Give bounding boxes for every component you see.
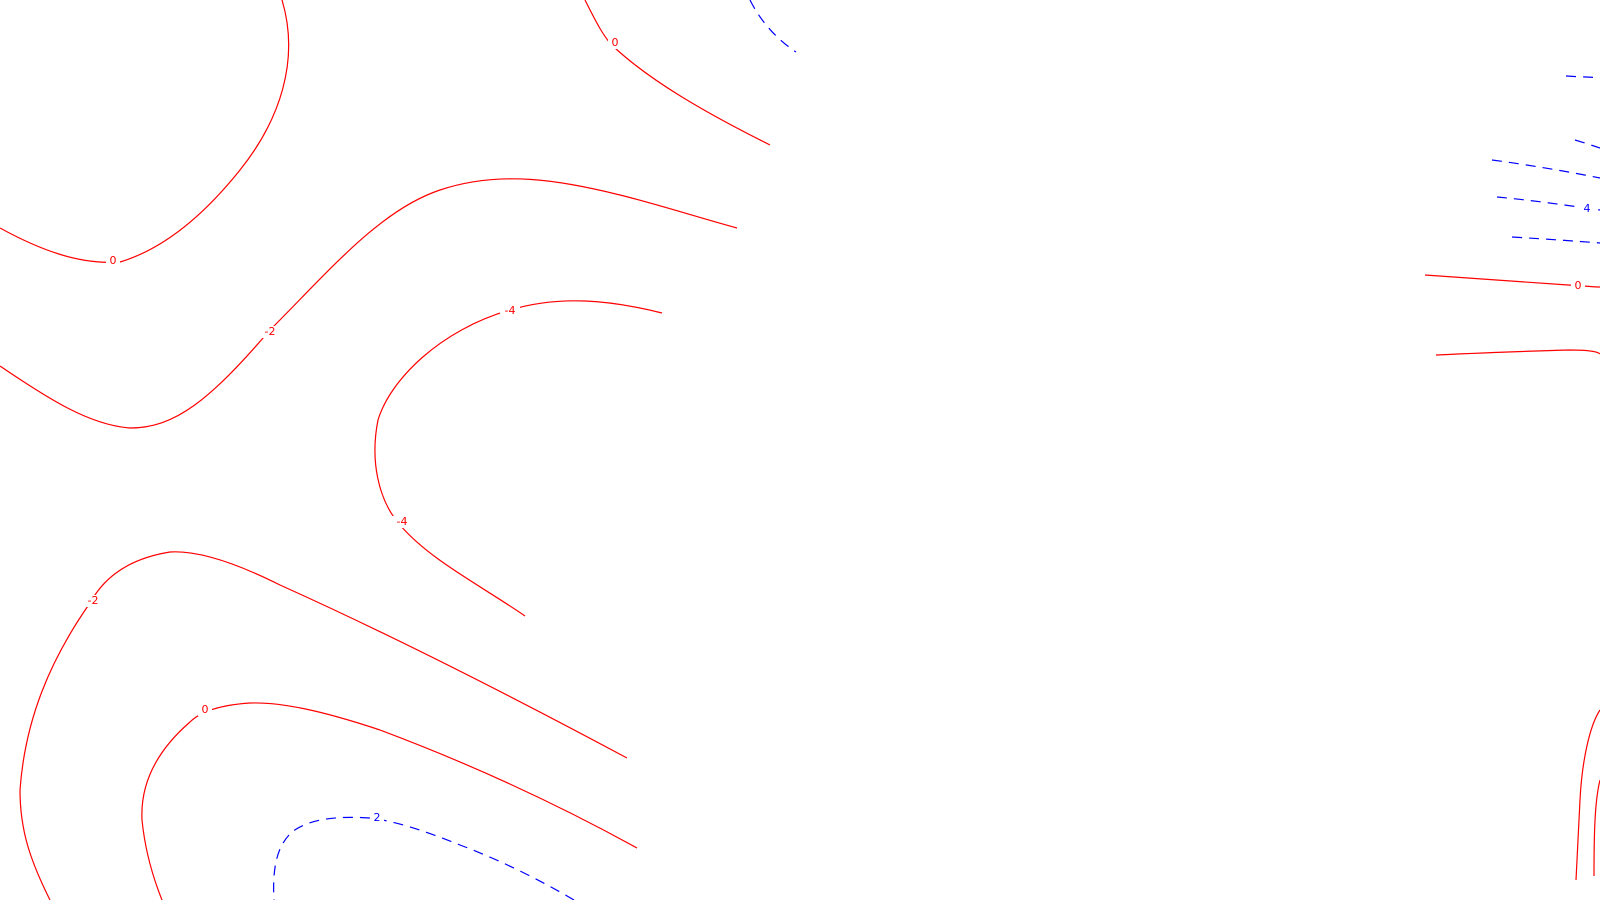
contour-label-0-right: 0: [1575, 279, 1582, 292]
contour-label-neg2-bottom: -2: [88, 594, 99, 607]
label-group-0-right: 0: [1571, 279, 1585, 292]
contour-label-0-top: 0: [612, 36, 619, 49]
label-group-0-bottom: 0: [198, 703, 212, 716]
contour-line-pos-top: [749, 0, 797, 53]
contour-line-0-left: [0, 0, 290, 263]
contour-line-pos-right-1: [1565, 75, 1600, 79]
label-group-neg4-top: -4: [500, 304, 520, 317]
contour-label-0-left: 0: [110, 254, 117, 267]
label-group-neg4-bottom: -4: [392, 515, 412, 528]
contour-label-neg4-top: -4: [505, 304, 516, 317]
contour-line-0-right: [1424, 274, 1600, 288]
contour-label-0-bottom: 0: [202, 703, 209, 716]
contour-line-pos-right-5: [1511, 236, 1600, 244]
contour-label-neg2-mid: -2: [265, 325, 276, 338]
contour-labels: 0 0 -2 -4 -4 -2 0 2: [83, 36, 1594, 824]
contour-line-0-bottom: [141, 702, 638, 900]
label-group-2-bottom: 2: [370, 811, 384, 824]
contour-line-2-bottom: [273, 816, 575, 900]
contour-line-neg2-mid: [0, 178, 738, 429]
label-group-0-left: 0: [106, 254, 120, 267]
contour-label-2-bottom: 2: [374, 811, 381, 824]
contour-label-4-right: 4: [1584, 202, 1591, 215]
label-group-4-right: 4: [1580, 202, 1594, 215]
contour-line-neg-right-corner-b: [1593, 779, 1600, 877]
label-group-0-top: 0: [608, 36, 622, 49]
contour-line-neg-right-lower: [1435, 349, 1600, 356]
contour-line-neg4: [374, 300, 663, 617]
contour-line-0-top: [584, 0, 771, 146]
label-group-neg2-mid: -2: [260, 325, 280, 338]
label-group-neg2-bottom: -2: [83, 594, 103, 607]
contour-line-pos-right-2: [1574, 139, 1600, 149]
contour-line-neg2-bottom: [19, 551, 628, 900]
contour-line-pos-right-3: [1491, 159, 1600, 179]
contour-label-neg4-bottom: -4: [397, 515, 408, 528]
contour-line-neg-right-corner-a: [1575, 709, 1600, 881]
